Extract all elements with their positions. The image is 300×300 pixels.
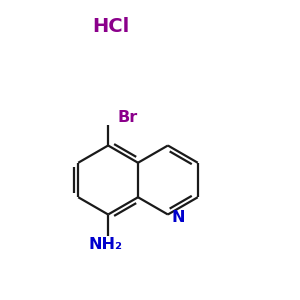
- Text: NH₂: NH₂: [88, 237, 122, 252]
- Text: N: N: [172, 210, 185, 225]
- Text: Br: Br: [117, 110, 137, 124]
- Text: HCl: HCl: [92, 17, 130, 37]
